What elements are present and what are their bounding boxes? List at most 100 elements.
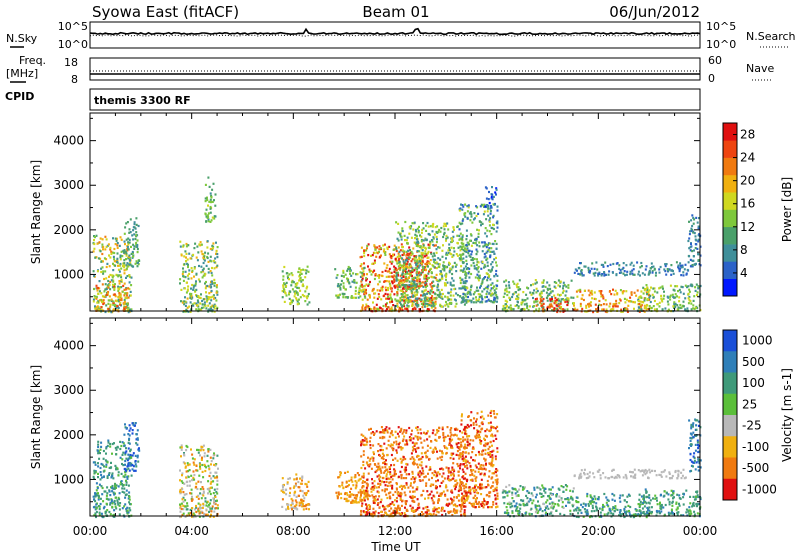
range-gate-cell [438,246,441,249]
range-gate-cell [400,461,403,464]
range-gate-cell [436,428,438,432]
freq-label: Freq. [19,54,46,67]
range-gate-cell [370,273,373,276]
range-gate-cell [466,217,469,220]
range-gate-cell [411,462,414,465]
range-gate-cell [426,449,429,452]
range-gate-cell [200,243,203,246]
range-gate-cell [439,304,442,307]
range-gate-cell [118,282,121,285]
range-gate-cell [587,289,590,292]
range-gate-cell [417,431,420,435]
range-gate-cell [692,222,695,225]
range-gate-cell [482,213,485,216]
range-gate-cell [691,214,694,217]
range-gate-cell [477,279,480,282]
range-gate-cell [615,305,617,308]
range-gate-cell [408,287,411,290]
range-gate-cell [560,305,562,309]
range-gate-cell [281,498,284,501]
range-gate-cell [541,304,544,307]
range-gate-cell [435,278,438,281]
range-gate-cell [307,480,310,483]
range-gate-cell [668,268,671,271]
range-gate-cell [216,293,219,296]
range-gate-cell [189,492,192,495]
range-gate-cell [687,302,690,305]
range-gate-cell [451,438,454,441]
range-gate-cell [286,481,289,484]
range-gate-cell [297,480,300,484]
range-gate-cell [481,281,484,284]
range-gate-cell [194,508,197,511]
range-gate-cell [132,465,135,468]
range-gate-cell [136,456,139,459]
range-gate-cell [104,283,107,286]
range-gate-cell [188,484,191,487]
range-gate-cell [211,248,214,251]
range-gate-cell [495,221,498,224]
range-gate-cell [294,482,297,485]
range-gate-cell [448,269,451,272]
range-gate-cell [120,278,123,281]
range-gate-cell [665,273,668,276]
range-gate-cell [213,261,216,264]
range-gate-cell [103,257,106,260]
range-gate-cell [389,467,391,471]
range-gate-cell [399,497,402,500]
range-gate-cell [600,263,603,266]
range-gate-cell [361,290,364,293]
range-gate-cell [123,232,126,235]
range-gate-cell [184,296,186,299]
range-gate-cell [301,476,304,479]
range-gate-cell [124,493,127,497]
range-gate-cell [383,505,386,509]
range-gate-cell [132,265,135,268]
range-gate-cell [496,220,499,223]
range-gate-cell [112,237,114,240]
range-gate-cell [639,300,642,303]
range-gate-cell [465,244,468,247]
range-gate-cell [458,446,461,449]
range-gate-cell [591,297,594,300]
range-gate-cell [291,288,294,291]
range-gate-cell [117,471,120,474]
range-gate-cell [461,243,464,246]
range-gate-cell [95,503,98,506]
range-gate-cell [361,267,364,270]
range-gate-cell [287,503,290,506]
range-gate-cell [399,256,402,259]
range-gate-cell [444,435,447,439]
range-gate-cell [212,475,215,478]
range-gate-cell [390,257,393,260]
range-gate-cell [119,483,122,486]
range-gate-cell [391,280,394,283]
range-gate-cell [405,279,408,282]
range-gate-cell [439,467,442,471]
range-gate-cell [494,191,497,194]
range-gate-cell [105,447,108,450]
range-gate-cell [462,298,465,301]
range-gate-cell [441,506,444,510]
range-gate-cell [200,447,203,450]
range-gate-cell [360,263,363,266]
range-gate-cell [304,290,307,293]
range-gate-cell [183,255,186,258]
range-gate-cell [197,305,200,308]
range-gate-cell [283,491,286,494]
range-gate-cell [389,484,392,487]
range-gate-cell [368,294,371,297]
range-gate-cell [387,439,390,442]
range-gate-cell [576,308,579,311]
range-gate-cell [484,227,487,230]
range-gate-cell [697,225,700,228]
range-gate-cell [588,271,591,274]
range-gate-cell [193,473,196,477]
range-gate-cell [205,300,208,303]
range-gate-cell [621,310,624,313]
range-gate-cell [404,286,407,290]
range-gate-cell [441,450,443,453]
range-gate-cell [352,484,355,487]
range-gate-cell [210,280,213,283]
range-gate-cell [213,267,216,270]
